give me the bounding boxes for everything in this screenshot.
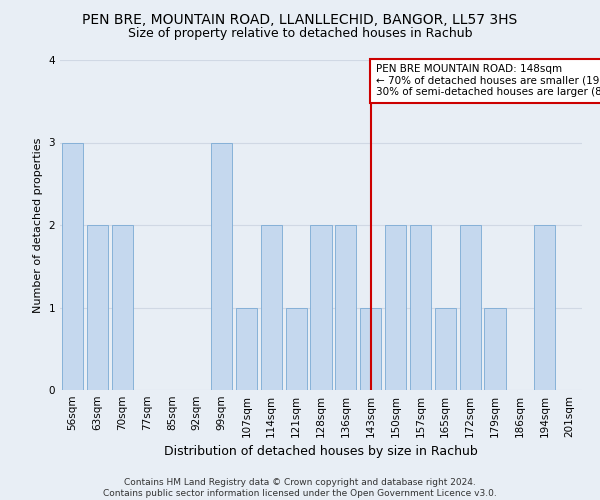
- Bar: [360, 308, 381, 390]
- Bar: [286, 308, 307, 390]
- Bar: [261, 225, 282, 390]
- Bar: [460, 225, 481, 390]
- Bar: [435, 308, 456, 390]
- Bar: [87, 225, 108, 390]
- Bar: [310, 225, 332, 390]
- Bar: [335, 225, 356, 390]
- Bar: [62, 142, 83, 390]
- Bar: [112, 225, 133, 390]
- Bar: [484, 308, 506, 390]
- Y-axis label: Number of detached properties: Number of detached properties: [33, 138, 43, 312]
- Text: PEN BRE, MOUNTAIN ROAD, LLANLLECHID, BANGOR, LL57 3HS: PEN BRE, MOUNTAIN ROAD, LLANLLECHID, BAN…: [82, 12, 518, 26]
- Text: Size of property relative to detached houses in Rachub: Size of property relative to detached ho…: [128, 28, 472, 40]
- Bar: [534, 225, 555, 390]
- Bar: [236, 308, 257, 390]
- Bar: [410, 225, 431, 390]
- Text: Contains HM Land Registry data © Crown copyright and database right 2024.
Contai: Contains HM Land Registry data © Crown c…: [103, 478, 497, 498]
- Text: PEN BRE MOUNTAIN ROAD: 148sqm
← 70% of detached houses are smaller (19)
30% of s: PEN BRE MOUNTAIN ROAD: 148sqm ← 70% of d…: [376, 64, 600, 98]
- Bar: [385, 225, 406, 390]
- Bar: [211, 142, 232, 390]
- X-axis label: Distribution of detached houses by size in Rachub: Distribution of detached houses by size …: [164, 446, 478, 458]
